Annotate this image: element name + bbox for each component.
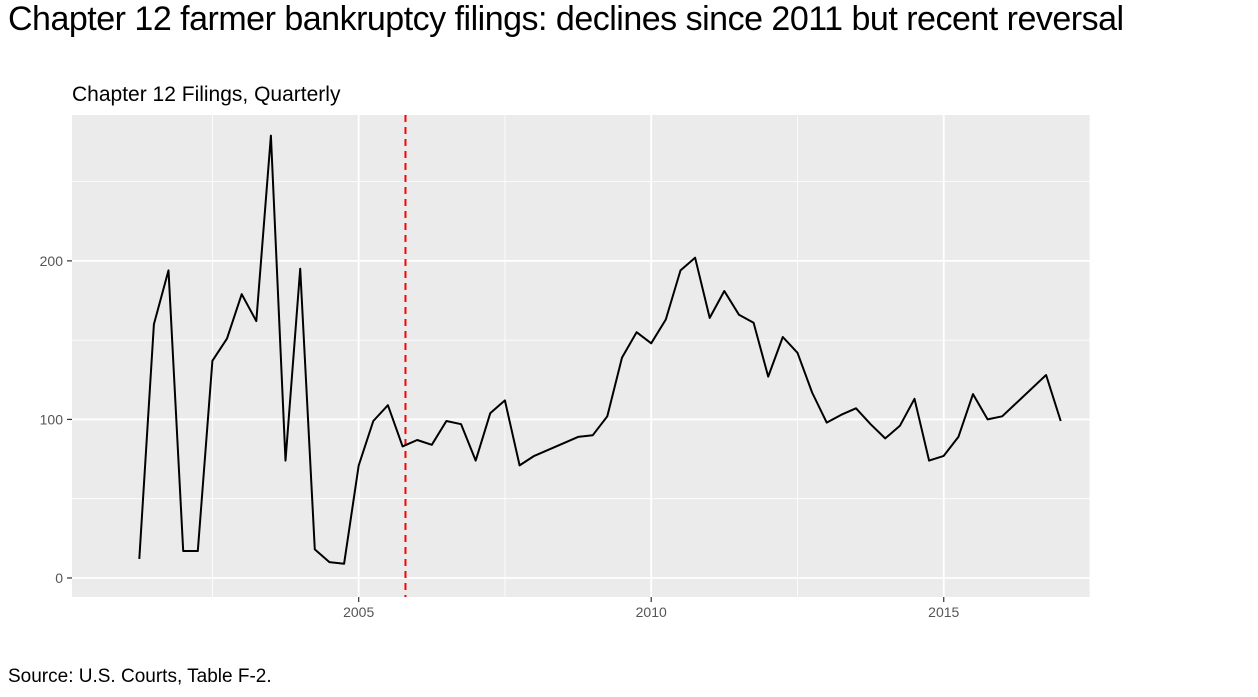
source-note: Source: U.S. Courts, Table F-2. [8,666,272,687]
chart-title: Chapter 12 Filings, Quarterly [72,83,341,106]
x-tick-label: 2010 [636,604,667,620]
x-tick-label: 2015 [928,604,959,620]
x-axis: 2005 2010 2015 [343,597,960,620]
x-tick-label: 2005 [343,604,374,620]
y-tick-label: 100 [40,411,64,427]
y-axis: 0 100 200 [40,253,72,586]
plot-panel [72,115,1090,597]
y-tick-label: 200 [40,253,64,269]
y-tick-label: 0 [55,570,63,586]
series-line [138,134,1062,565]
minor-gridlines [72,115,1091,597]
page-headline: Chapter 12 farmer bankruptcy filings: de… [8,0,1124,38]
